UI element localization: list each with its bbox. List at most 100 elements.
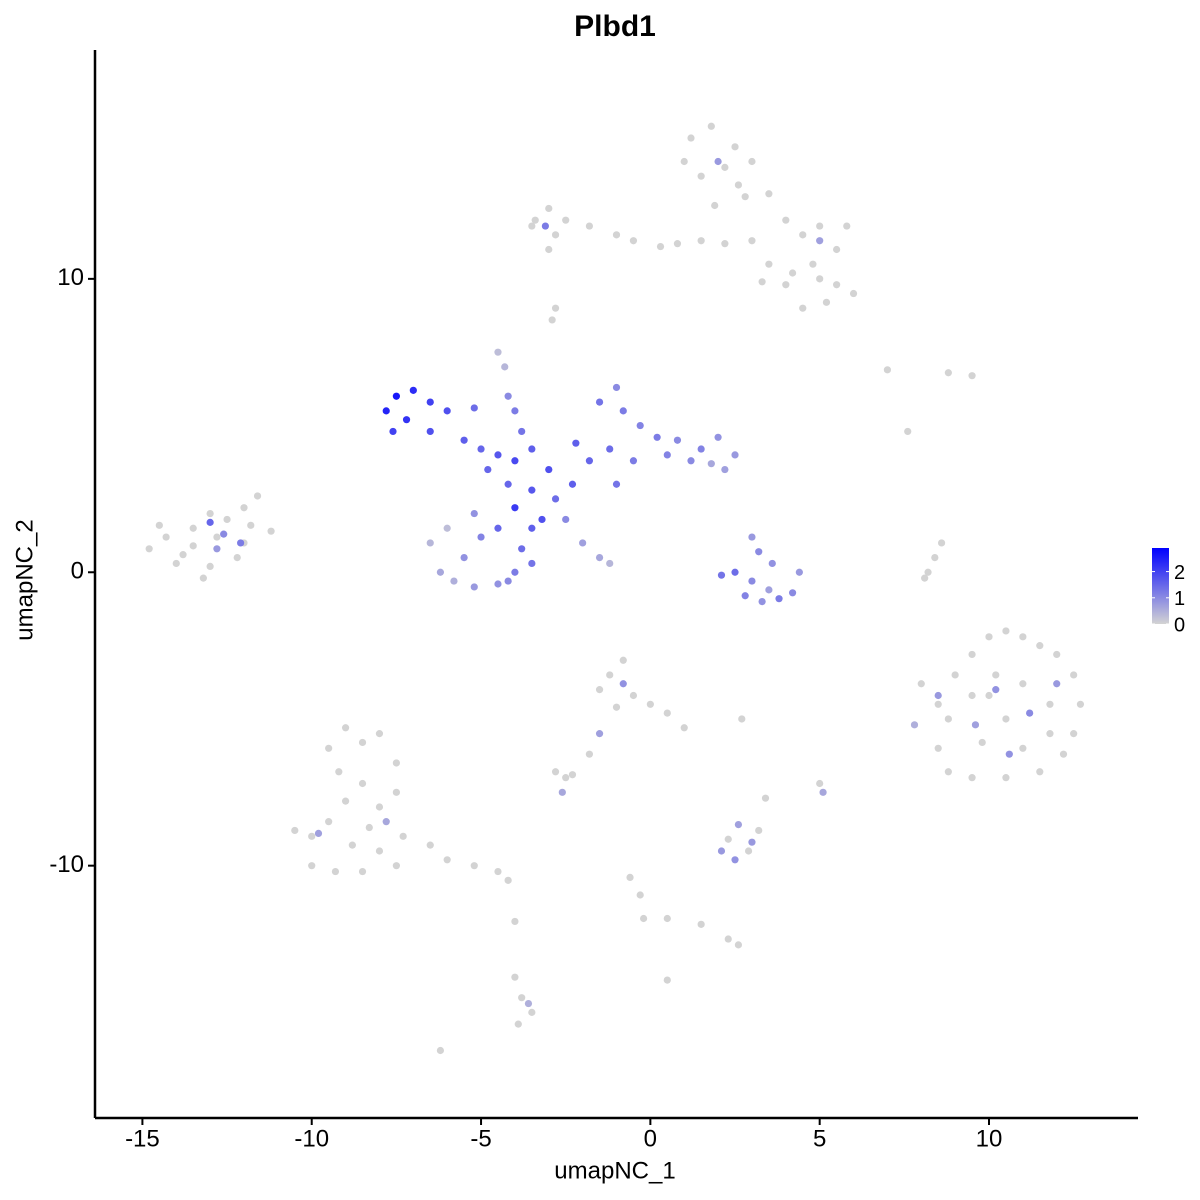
- cell-point: [619, 680, 627, 688]
- cell-point: [1002, 715, 1010, 723]
- cell-point: [816, 222, 824, 230]
- cell-point: [511, 973, 519, 981]
- cell-point: [934, 744, 942, 752]
- cell-point: [511, 407, 519, 415]
- y-tick-label: -10: [49, 851, 84, 878]
- colorbar-label: 1: [1174, 588, 1185, 610]
- cell-point: [816, 275, 824, 283]
- cell-point: [314, 829, 323, 837]
- cell-point: [629, 457, 638, 465]
- cell-point: [1036, 642, 1044, 650]
- cell-point: [1059, 750, 1068, 758]
- cell-point: [392, 788, 400, 796]
- cell-point: [934, 691, 942, 700]
- cell-point: [758, 278, 766, 286]
- cell-point: [595, 398, 604, 406]
- cell-point: [924, 568, 932, 576]
- cell-point: [606, 671, 614, 679]
- cell-point: [673, 240, 682, 248]
- cell-point: [511, 457, 519, 465]
- cell-point: [741, 592, 749, 600]
- cell-point: [687, 134, 695, 142]
- cell-point: [731, 856, 739, 864]
- cell-point: [799, 231, 807, 239]
- cell-point: [518, 545, 526, 553]
- cell-point: [612, 480, 621, 488]
- cell-point: [822, 298, 831, 306]
- cell-point: [562, 515, 570, 524]
- cell-point: [518, 994, 526, 1002]
- cell-point: [399, 832, 407, 840]
- cell-point: [629, 237, 638, 245]
- cell-point: [308, 832, 316, 840]
- cell-point: [585, 457, 594, 465]
- cell-point: [409, 386, 417, 394]
- cell-point: [883, 366, 892, 374]
- cell-point: [992, 686, 1000, 694]
- cell-point: [548, 316, 556, 324]
- cell-point: [626, 873, 634, 882]
- cell-point: [325, 818, 333, 826]
- cell-point: [562, 774, 570, 782]
- cell-point: [968, 372, 976, 380]
- cell-point: [375, 847, 384, 855]
- cell-point: [744, 847, 753, 855]
- cell-point: [145, 545, 153, 553]
- cell-point: [765, 586, 773, 594]
- cell-point: [1002, 627, 1010, 635]
- cell-point: [968, 650, 976, 659]
- cell-point: [843, 222, 851, 230]
- cell-point: [206, 562, 214, 570]
- cell-point: [606, 445, 614, 453]
- cell-point: [528, 524, 536, 532]
- cell-point: [761, 794, 770, 802]
- cell-point: [189, 542, 197, 550]
- cell-point: [494, 524, 502, 532]
- cell-point: [504, 577, 512, 585]
- cell-point: [551, 304, 560, 312]
- cell-point: [595, 686, 604, 694]
- cell-point: [629, 691, 638, 700]
- cell-point: [799, 304, 807, 312]
- cell-point: [931, 553, 939, 562]
- cell-point: [470, 862, 478, 870]
- cell-point: [524, 999, 533, 1008]
- cell-point: [809, 260, 817, 268]
- cell-point: [504, 480, 512, 488]
- cell-point: [237, 539, 245, 547]
- cell-point: [944, 768, 952, 776]
- cell-point: [985, 633, 993, 641]
- cell-point: [1053, 680, 1061, 688]
- cell-point: [748, 533, 756, 541]
- cell-point: [1070, 671, 1078, 679]
- cell-point: [213, 545, 221, 553]
- cell-point: [673, 436, 682, 444]
- cell-point: [341, 797, 350, 805]
- cell-point: [162, 533, 170, 541]
- cell-point: [585, 222, 594, 230]
- cell-point: [514, 1020, 522, 1028]
- cell-point: [389, 427, 397, 436]
- cell-point: [711, 201, 719, 210]
- cell-point: [849, 289, 858, 298]
- cell-point: [795, 568, 803, 576]
- cell-point: [392, 759, 400, 767]
- cell-point: [477, 445, 485, 453]
- cell-point: [612, 383, 621, 392]
- cell-point: [494, 451, 502, 459]
- cell-point: [518, 427, 526, 436]
- cell-point: [653, 433, 661, 441]
- cell-point: [714, 157, 722, 166]
- cell-point: [748, 157, 756, 166]
- cell-point: [504, 392, 512, 400]
- cell-point: [748, 577, 756, 585]
- cell-point: [765, 190, 773, 198]
- cell-point: [528, 222, 536, 230]
- cell-point: [646, 700, 654, 708]
- cell-point: [748, 838, 756, 846]
- cell-point: [707, 122, 715, 130]
- cell-point: [731, 568, 739, 576]
- cell-point: [568, 771, 577, 779]
- cell-point: [426, 427, 434, 436]
- cell-point: [426, 841, 434, 849]
